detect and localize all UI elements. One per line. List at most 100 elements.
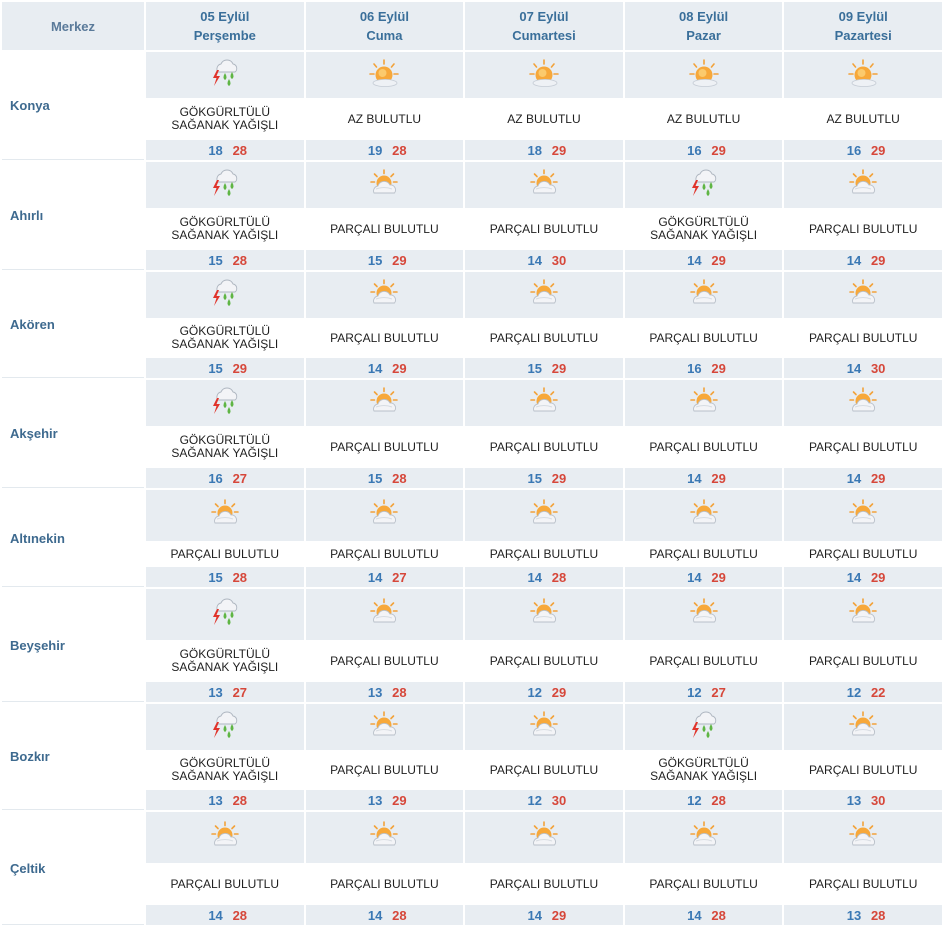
min-temperature: 14 <box>687 569 702 585</box>
condition-cell: AZ BULUTLU <box>305 100 464 138</box>
weather-icon-cell <box>146 162 304 208</box>
max-temperature: 29 <box>711 360 726 376</box>
temperature-cell: 14 27 <box>305 567 464 587</box>
temperature-cell: 18 28 <box>146 140 304 160</box>
condition-cell: GÖKGÜRLTÜLÜ SAĞANAK YAĞIŞLI <box>624 752 783 788</box>
condition-cell: PARÇALI BULUTLU <box>305 543 464 565</box>
temperature-cell: 16 29 <box>624 358 783 378</box>
partly-cloudy-icon <box>527 597 561 632</box>
temperature-cell: 13 28 <box>305 682 464 702</box>
partly-cloudy-icon <box>367 820 401 855</box>
condition-text: PARÇALI BULUTLU <box>330 653 439 668</box>
condition-text: GÖKGÜRLTÜLÜ <box>658 215 749 229</box>
weather-icon-cell <box>305 380 464 426</box>
weather-icon-cell <box>465 52 623 98</box>
condition-text: PARÇALI BULUTLU <box>808 546 918 561</box>
temperature-cell: 12 30 <box>465 790 623 810</box>
station-condition-row: GÖKGÜRLTÜLÜ SAĞANAK YAĞIŞLI PARÇALI BULUTL… <box>2 210 942 248</box>
partly-cloudy-icon <box>687 820 721 855</box>
weather-icon-cell <box>624 380 783 426</box>
day-date: 09 Eylül <box>838 9 888 24</box>
weather-icon-cell <box>784 812 942 863</box>
thunderstorm-icon <box>687 710 721 745</box>
max-temperature: 30 <box>551 792 567 808</box>
partly-cloudy-icon <box>527 278 561 313</box>
thunderstorm-icon <box>208 710 242 745</box>
temperature-cell: 14 29 <box>465 905 623 925</box>
station-temperature-row: 15 28 15 29 14 30 14 29 14 29 <box>2 250 942 270</box>
condition-text: PARÇALI BULUTLU <box>649 439 758 454</box>
day-weekday: Perşembe <box>193 28 256 43</box>
day-weekday: Cuma <box>366 28 403 43</box>
condition-cell: PARÇALI BULUTLU <box>465 543 623 565</box>
sunny-icon <box>687 58 721 93</box>
condition-text: PARÇALI BULUTLU <box>489 439 599 454</box>
weather-icon-cell <box>146 52 304 98</box>
condition-cell: PARÇALI BULUTLU <box>784 543 942 565</box>
condition-cell: GÖKGÜRLTÜLÜ SAĞANAK YAĞIŞLI <box>146 752 304 788</box>
temperature-cell: 13 29 <box>305 790 464 810</box>
station-icon-row: Konya <box>2 52 942 160</box>
max-temperature: 29 <box>551 142 567 158</box>
max-temperature: 29 <box>870 470 886 486</box>
condition-cell: PARÇALI BULUTLU <box>465 642 623 680</box>
max-temperature: 29 <box>551 470 567 486</box>
station-name: Çeltik <box>2 812 144 925</box>
max-temperature: 28 <box>232 907 248 923</box>
condition-text: PARÇALI BULUTLU <box>330 221 439 236</box>
max-temperature: 30 <box>551 252 567 268</box>
station-condition-row: GÖKGÜRLTÜLÜ SAĞANAK YAĞIŞLI PARÇALI BULUTL… <box>2 320 942 356</box>
condition-text: PARÇALI BULUTLU <box>649 330 758 345</box>
max-temperature: 29 <box>392 792 407 808</box>
min-temperature: 18 <box>527 142 542 158</box>
condition-cell: PARÇALI BULUTLU <box>784 865 942 903</box>
condition-cell: AZ BULUTLU <box>465 100 623 138</box>
station-temperature-row: 15 29 14 29 15 29 16 29 14 30 <box>2 358 942 378</box>
condition-cell: PARÇALI BULUTLU <box>465 865 623 903</box>
partly-cloudy-icon <box>687 597 721 632</box>
temperature-cell: 15 29 <box>465 468 623 488</box>
condition-text: AZ BULUTLU <box>507 111 581 126</box>
weather-icon-cell <box>305 272 464 318</box>
temperature-cell: 14 28 <box>146 905 304 925</box>
station-condition-row: PARÇALI BULUTLU PARÇALI BULUTLU PARÇALI BU… <box>2 543 942 565</box>
station-name: Akşehir <box>2 380 144 488</box>
condition-cell: AZ BULUTLU <box>624 100 783 138</box>
weather-icon-cell <box>624 272 783 318</box>
weather-icon-cell <box>146 380 304 426</box>
condition-cell: PARÇALI BULUTLU <box>624 428 783 466</box>
station-temperature-row: 15 28 14 27 14 28 14 29 14 29 <box>2 567 942 587</box>
condition-cell: PARÇALI BULUTLU <box>146 865 304 903</box>
min-temperature: 12 <box>687 684 702 700</box>
min-temperature: 14 <box>846 569 862 585</box>
weather-icon-cell <box>465 704 623 750</box>
station-icon-row: Çeltik <box>2 812 942 925</box>
condition-cell: PARÇALI BULUTLU <box>465 428 623 466</box>
max-temperature: 29 <box>711 142 726 158</box>
temperature-cell: 16 29 <box>784 140 942 160</box>
day-header: 05 Eylül Perşembe <box>146 2 304 50</box>
day-date: 07 Eylül <box>519 9 569 24</box>
weather-icon-cell <box>784 380 942 426</box>
min-temperature: 14 <box>687 252 702 268</box>
min-temperature: 15 <box>527 470 542 486</box>
station-icon-row: Akşehir <box>2 380 942 488</box>
weather-icon-cell <box>784 490 942 541</box>
min-temperature: 14 <box>687 907 702 923</box>
max-temperature: 28 <box>392 142 407 158</box>
station-temperature-row: 18 28 19 28 18 29 16 29 16 29 <box>2 140 942 160</box>
partly-cloudy-icon <box>846 278 880 313</box>
station-condition-row: GÖKGÜRLTÜLÜ SAĞANAK YAĞIŞLI PARÇALI BULUTL… <box>2 428 942 466</box>
temperature-cell: 14 29 <box>624 468 783 488</box>
max-temperature: 29 <box>392 252 407 268</box>
partly-cloudy-icon <box>367 168 401 203</box>
partly-cloudy-icon <box>846 710 880 745</box>
temperature-cell: 14 28 <box>465 567 623 587</box>
condition-text: GÖKGÜRLTÜLÜ <box>179 215 271 229</box>
weather-icon-cell <box>624 704 783 750</box>
station-condition-row: GÖKGÜRLTÜLÜ SAĞANAK YAĞIŞLI AZ BULUTLU AZ B… <box>2 100 942 138</box>
max-temperature: 29 <box>711 569 726 585</box>
condition-text: AZ BULUTLU <box>347 111 422 126</box>
condition-cell: PARÇALI BULUTLU <box>305 752 464 788</box>
partly-cloudy-icon <box>687 278 721 313</box>
